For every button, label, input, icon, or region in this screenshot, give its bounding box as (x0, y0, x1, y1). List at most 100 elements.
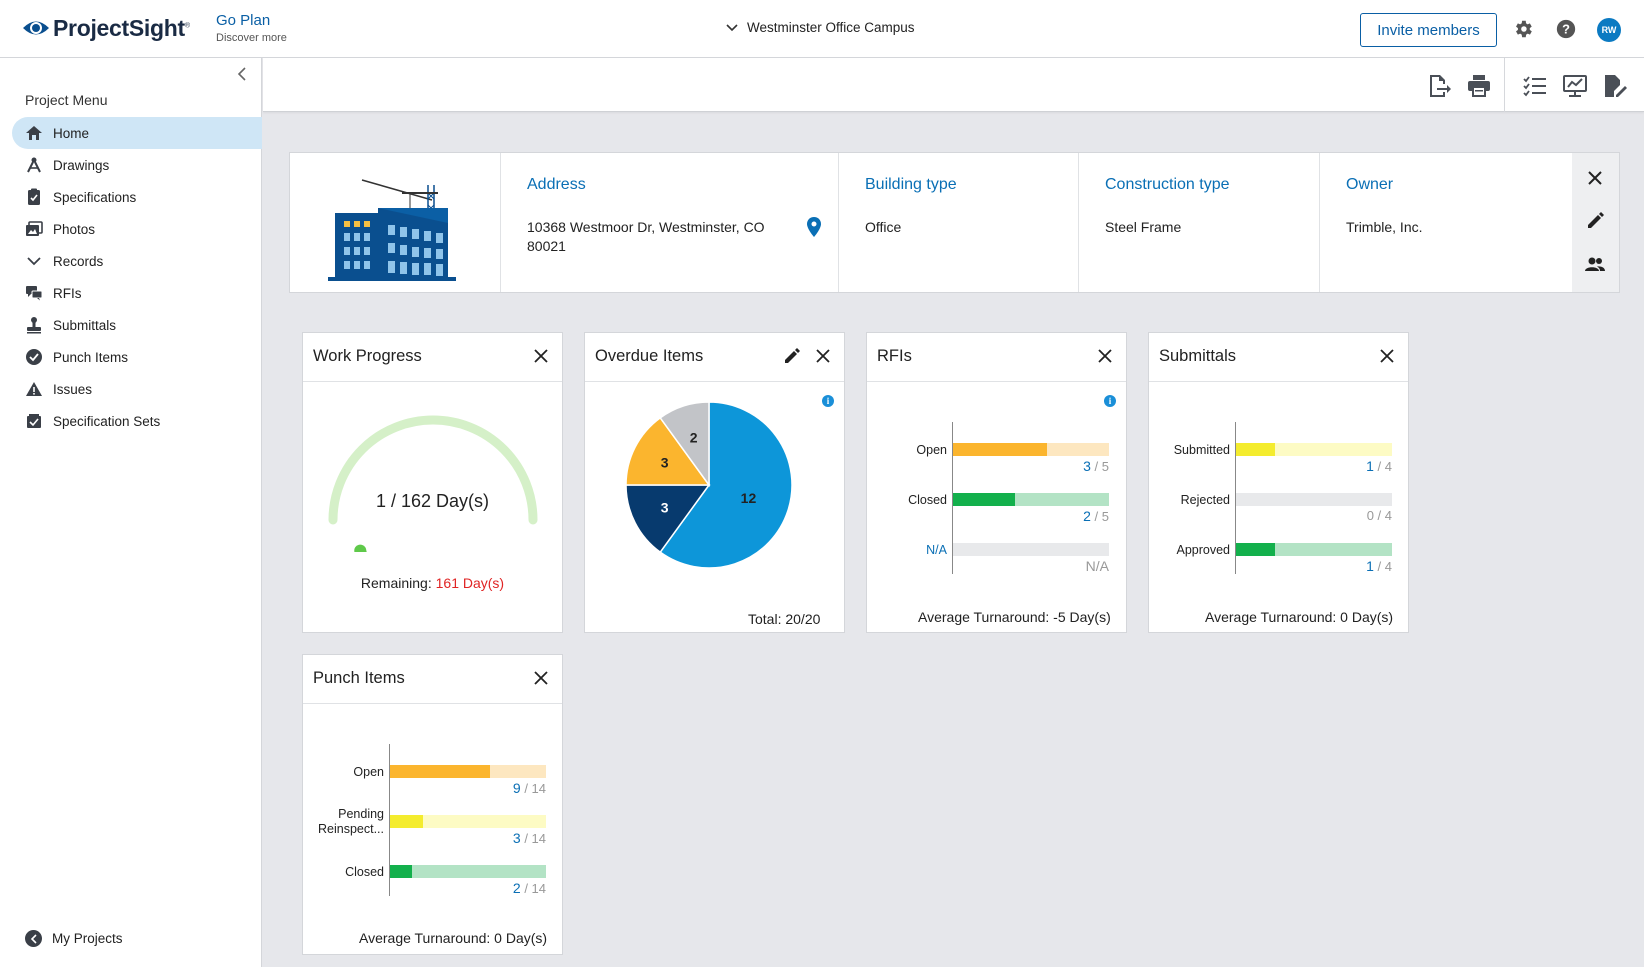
pie-slice[interactable] (625, 484, 711, 554)
owner-label: Owner (1346, 176, 1394, 193)
close-icon[interactable] (814, 347, 832, 365)
checklist-icon[interactable] (1522, 73, 1548, 99)
print-icon[interactable] (1466, 73, 1492, 99)
bar-label: N/A (926, 543, 947, 557)
user-avatar[interactable]: RW (1597, 18, 1621, 42)
sidebar-item-label: Issues (53, 381, 93, 397)
svg-text:?: ? (1562, 22, 1570, 37)
sidebar-item-punch-items[interactable]: Punch Items (12, 341, 262, 373)
chart-axis (389, 744, 390, 896)
close-icon[interactable] (1378, 347, 1396, 365)
bar-track[interactable] (390, 765, 546, 778)
pie-slice-label: 3 (661, 454, 669, 470)
sidebar-item-specification-sets[interactable]: Specification Sets (12, 405, 262, 437)
bar-track[interactable] (390, 865, 546, 878)
edit-document-icon[interactable] (1602, 73, 1628, 99)
sidebar-item-label: Home (53, 125, 90, 141)
sidebar-item-label: Submittals (53, 317, 117, 333)
submittals-card: Submittals Submitted 1 / 4 Rejected 0 / 4 Ap… (1148, 332, 1409, 633)
sidebar-item-home[interactable]: Home (12, 117, 262, 149)
sidebar-item-photos[interactable]: Photos (12, 213, 262, 245)
my-projects-link[interactable]: My Projects (25, 930, 123, 947)
gear-icon[interactable] (1512, 18, 1534, 40)
work-progress-card: Work Progress 1 / 162 Day(s) Remaining: … (302, 332, 563, 633)
project-menu-title: Project Menu (25, 92, 108, 108)
edit-icon[interactable] (782, 346, 802, 366)
bar-track[interactable] (1236, 543, 1392, 556)
close-icon[interactable] (532, 669, 550, 687)
pie-slice-label: 12 (741, 490, 757, 506)
bar-count: N/A (1085, 558, 1109, 574)
gauge-track (328, 415, 538, 525)
sidebar-item-submittals[interactable]: Submittals (12, 309, 262, 341)
gauge-marker (354, 544, 367, 552)
card-header: Overdue Items (585, 333, 844, 382)
punch-items-card: Punch Items Open 9 / 14 Pending Reinspect.… (302, 654, 563, 955)
card-header: Submittals (1149, 333, 1408, 382)
sidebar-item-specifications[interactable]: Specifications (12, 181, 262, 213)
bar-label: Pending Reinspect... (317, 807, 384, 836)
go-plan-title[interactable]: Go Plan (216, 12, 271, 29)
project-name: Westminster Office Campus (747, 20, 915, 35)
edit-icon[interactable] (1584, 210, 1606, 232)
building-type-label: Building type (865, 176, 957, 193)
close-icon[interactable] (1584, 167, 1606, 189)
sidebar-item-issues[interactable]: Issues (12, 373, 262, 405)
bar-track[interactable] (953, 493, 1109, 506)
sidebar-item-label: Drawings (53, 157, 110, 173)
chevron-down-icon (25, 252, 43, 270)
building-icon (328, 179, 456, 281)
people-icon[interactable] (1584, 253, 1606, 275)
go-plan-link[interactable]: Go Plan Discover more (216, 12, 287, 44)
back-arrow-icon (25, 930, 42, 947)
info-icon[interactable]: i (822, 395, 834, 407)
pie-slice[interactable] (659, 401, 793, 569)
collapse-sidebar-icon[interactable] (236, 66, 248, 82)
info-icon[interactable]: i (1104, 395, 1116, 407)
card-header: Punch Items (303, 655, 562, 704)
card-title: Overdue Items (595, 347, 704, 365)
sidebar-item-rfis[interactable]: RFIs (12, 277, 262, 309)
bar-track[interactable] (953, 543, 1109, 556)
card-title: RFIs (877, 347, 912, 365)
bar-fill (1236, 543, 1275, 556)
bar-track[interactable] (1236, 443, 1392, 456)
bar-track[interactable] (953, 443, 1109, 456)
bar-label: Closed (345, 865, 384, 879)
rfis-icon (25, 284, 43, 302)
owner-section: Owner Trimble, Inc. (1320, 153, 1572, 292)
bar-count: 2 / 14 (512, 880, 546, 896)
bar-fill (390, 815, 424, 828)
chevron-down-icon (726, 23, 738, 31)
chart-axis (952, 422, 953, 574)
sidebar-item-drawings[interactable]: Drawings (12, 149, 262, 181)
project-selector[interactable]: Westminster Office Campus (726, 20, 915, 35)
card-title: Work Progress (313, 347, 422, 365)
chart-axis (1235, 422, 1236, 574)
building-type-value: Office (865, 219, 902, 235)
bar-track[interactable] (1236, 493, 1392, 506)
punch-items-average-turnaround: Average Turnaround: 0 Day(s) (359, 930, 548, 946)
sidebar-item-label: Photos (53, 221, 96, 237)
presentation-icon[interactable] (1562, 73, 1588, 99)
export-icon[interactable] (1426, 73, 1452, 99)
toolbar (263, 58, 1644, 112)
help-icon[interactable]: ? (1555, 18, 1577, 40)
pie-slice-label: 2 (690, 430, 698, 446)
bar-label: Open (353, 765, 384, 779)
projectsight-logo[interactable]: ProjectSight® (22, 14, 190, 42)
card-title: Punch Items (313, 669, 405, 687)
address-label: Address (527, 176, 586, 193)
sidebar-item-label: Specifications (53, 189, 137, 205)
bar-fill (1236, 443, 1275, 456)
overdue-pie-chart: 12 3 3 2 (625, 401, 793, 569)
close-icon[interactable] (532, 347, 550, 365)
pie-slice[interactable] (659, 401, 710, 488)
overdue-items-card: Overdue Items i 12 3 3 2 Total: 20/20 (584, 332, 845, 633)
pie-slice[interactable] (625, 416, 711, 486)
close-icon[interactable] (1096, 347, 1114, 365)
bar-track[interactable] (390, 815, 546, 828)
map-pin-icon[interactable] (807, 217, 821, 237)
sidebar-item-records[interactable]: Records (12, 245, 262, 277)
invite-members-button[interactable]: Invite members (1360, 13, 1497, 47)
